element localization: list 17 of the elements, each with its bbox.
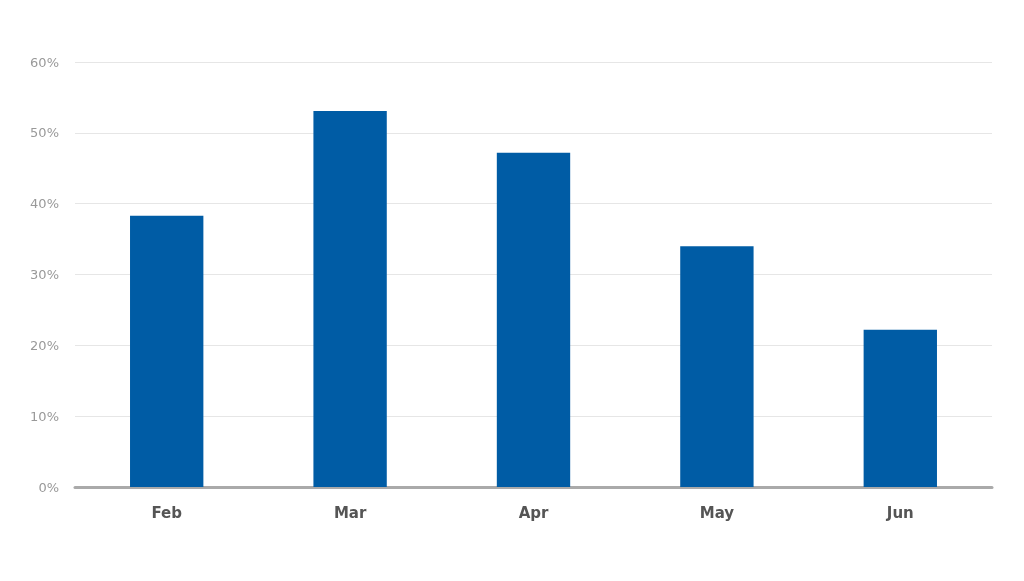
x-tick-label: Jun bbox=[885, 503, 914, 522]
bar bbox=[680, 246, 754, 487]
bar bbox=[863, 329, 937, 487]
bar bbox=[130, 215, 204, 487]
x-tick-label: Apr bbox=[518, 503, 549, 522]
x-tick-label: May bbox=[699, 503, 735, 522]
y-tick-label: 50% bbox=[30, 125, 59, 141]
x-tick-label: Mar bbox=[333, 503, 367, 522]
y-tick-label: 20% bbox=[30, 337, 59, 353]
x-tick-label: Feb bbox=[151, 503, 183, 522]
y-tick-label: 0% bbox=[38, 479, 59, 495]
y-tick-label: 30% bbox=[30, 267, 59, 282]
y-tick-label: 40% bbox=[30, 196, 59, 212]
bar bbox=[496, 152, 571, 487]
y-tick-label: 60% bbox=[30, 54, 59, 70]
y-tick-label: 10% bbox=[30, 408, 59, 424]
bar bbox=[313, 110, 387, 487]
